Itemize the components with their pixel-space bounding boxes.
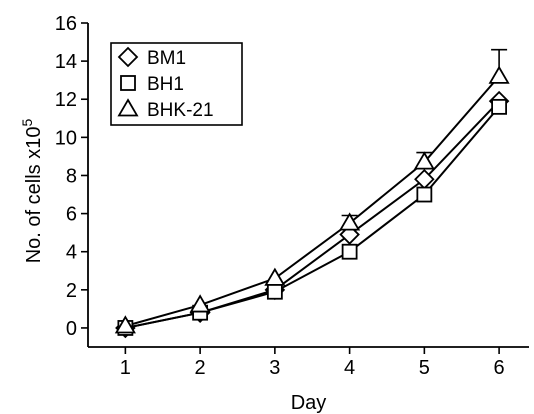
data-point: [339, 212, 361, 231]
x-tick-label: 4: [344, 357, 355, 379]
x-tick-label: 2: [195, 357, 206, 379]
series-line: [125, 106, 500, 329]
markers-bm1: [115, 90, 510, 339]
x-tick-label: 3: [269, 357, 280, 379]
legend-triangle-icon: [117, 98, 139, 117]
y-tick-label: 16: [55, 13, 77, 35]
y-tick-label: 10: [55, 127, 77, 149]
series-layer: [114, 48, 510, 339]
legend-item: BHK-21: [117, 98, 214, 121]
y-tick-label: 12: [55, 89, 77, 111]
legend-label: BHK-21: [147, 100, 214, 121]
data-point: [341, 243, 358, 260]
y-axis-title-main: No. of cells x10: [23, 127, 45, 264]
legend-entries: BM1 BH1 BHK-21: [117, 46, 214, 121]
series-bh1: [125, 106, 500, 329]
series-line: [125, 75, 500, 327]
y-tick-label: 14: [55, 51, 77, 73]
markers-bhk-21: [114, 65, 510, 334]
legend-square-icon: [120, 75, 136, 91]
y-tick-label: 0: [66, 318, 77, 340]
series-line: [125, 100, 500, 329]
x-tick-label: 1: [120, 357, 131, 379]
legend-item: BM1: [117, 46, 186, 69]
legend-label: BM1: [147, 48, 186, 69]
data-point: [114, 315, 136, 334]
data-point: [488, 65, 510, 84]
x-tick-label: 6: [494, 357, 505, 379]
data-point: [189, 294, 211, 313]
y-axis-title: No. of cells x105: [19, 119, 45, 264]
legend: BM1 BH1 BHK-21: [110, 42, 243, 126]
x-tick-label: 5: [419, 357, 430, 379]
legend-label: BH1: [147, 74, 184, 95]
x-axis-title: Day: [291, 392, 327, 414]
data-point: [266, 283, 283, 300]
data-point: [416, 186, 433, 203]
y-tick-label: 2: [66, 280, 77, 302]
legend-item: BH1: [120, 74, 184, 95]
data-point: [264, 267, 286, 286]
legend-diamond-icon: [117, 46, 139, 68]
y-axis-title-superscript: 5: [19, 119, 35, 127]
y-tick-label: 4: [66, 242, 77, 264]
y-tick-label: 8: [66, 165, 77, 187]
series-bm1: [125, 100, 500, 329]
y-tick-label: 6: [66, 204, 77, 226]
data-point: [491, 98, 508, 115]
axes-layer: [87, 23, 529, 348]
data-point: [413, 151, 435, 170]
